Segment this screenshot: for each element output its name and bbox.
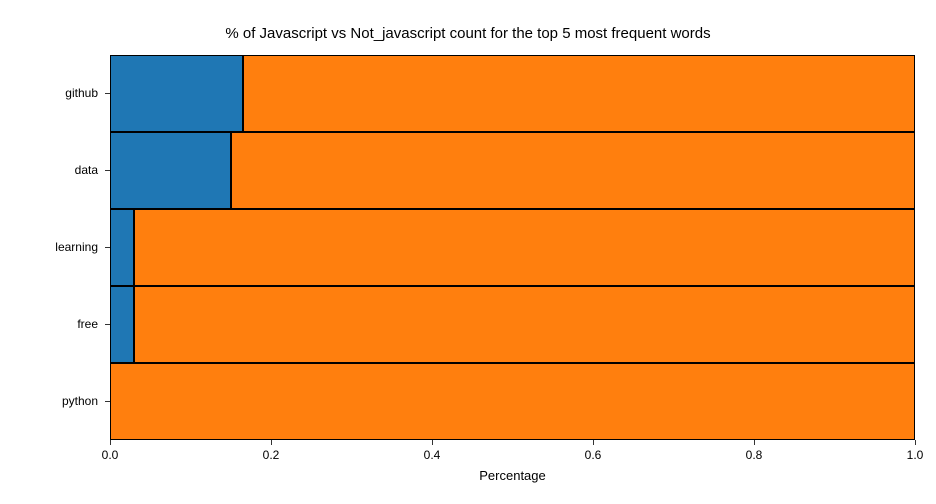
- x-tick-mark: [754, 440, 755, 445]
- bar-not_javascript: [110, 363, 915, 440]
- x-tick-mark: [110, 440, 111, 445]
- x-tick-label: 0.2: [256, 448, 286, 462]
- bar-not_javascript: [134, 286, 915, 363]
- x-tick-label: 0.0: [95, 448, 125, 462]
- bar-javascript: [110, 209, 134, 286]
- x-tick-label: 1.0: [900, 448, 930, 462]
- bar-not_javascript: [243, 55, 915, 132]
- y-tick-label: python: [0, 394, 98, 408]
- x-axis-label: Percentage: [463, 468, 563, 483]
- chart-container: % of Javascript vs Not_javascript count …: [0, 0, 936, 504]
- bar-not_javascript: [231, 132, 915, 209]
- y-tick-label: data: [0, 163, 98, 177]
- x-tick-mark: [432, 440, 433, 445]
- x-tick-mark: [915, 440, 916, 445]
- x-tick-label: 0.6: [578, 448, 608, 462]
- x-tick-mark: [271, 440, 272, 445]
- bar-not_javascript: [134, 209, 915, 286]
- bar-javascript: [110, 286, 134, 363]
- y-tick-label: free: [0, 317, 98, 331]
- y-tick-label: github: [0, 86, 98, 100]
- x-tick-label: 0.8: [739, 448, 769, 462]
- x-tick-label: 0.4: [417, 448, 447, 462]
- bar-javascript: [110, 132, 231, 209]
- chart-title: % of Javascript vs Not_javascript count …: [0, 25, 936, 42]
- bar-javascript: [110, 55, 243, 132]
- x-tick-mark: [593, 440, 594, 445]
- y-tick-label: learning: [0, 240, 98, 254]
